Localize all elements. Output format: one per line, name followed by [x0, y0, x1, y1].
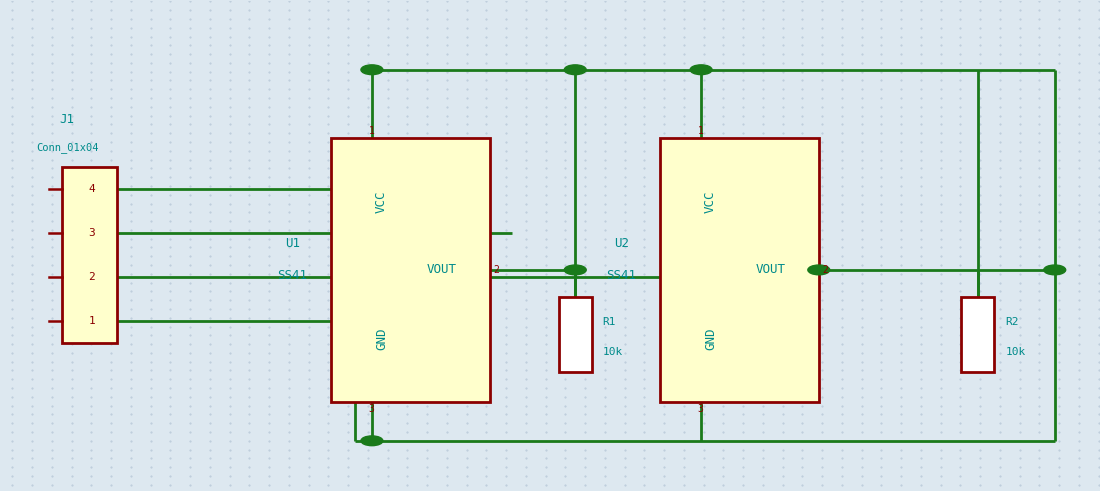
Text: VCC: VCC	[704, 190, 717, 213]
Text: 1: 1	[697, 126, 704, 136]
Text: 2: 2	[88, 272, 96, 282]
Circle shape	[361, 436, 383, 446]
Text: Conn_01x04: Conn_01x04	[36, 142, 99, 153]
Text: U2: U2	[614, 237, 629, 250]
FancyBboxPatch shape	[62, 167, 117, 343]
Text: 3: 3	[88, 228, 96, 238]
Text: VOUT: VOUT	[427, 263, 456, 276]
Circle shape	[564, 265, 586, 275]
Circle shape	[564, 65, 586, 75]
Bar	[961, 297, 994, 373]
Text: J1: J1	[59, 113, 75, 126]
Text: 1: 1	[88, 316, 96, 326]
Text: 10k: 10k	[603, 347, 623, 356]
Text: 4: 4	[88, 184, 96, 194]
Text: 2: 2	[822, 265, 828, 275]
Text: 3: 3	[697, 404, 704, 414]
Text: GND: GND	[375, 327, 388, 350]
Text: R1: R1	[603, 317, 616, 327]
Text: R2: R2	[1005, 317, 1019, 327]
Circle shape	[807, 265, 829, 275]
Text: SS41: SS41	[277, 269, 307, 282]
Text: 1: 1	[368, 126, 374, 136]
Text: VOUT: VOUT	[756, 263, 786, 276]
Text: 2: 2	[493, 265, 498, 275]
Text: SS41: SS41	[606, 269, 636, 282]
Text: 3: 3	[368, 404, 374, 414]
FancyBboxPatch shape	[660, 138, 818, 402]
FancyBboxPatch shape	[331, 138, 490, 402]
Circle shape	[1044, 265, 1066, 275]
Circle shape	[361, 65, 383, 75]
Text: U1: U1	[285, 237, 299, 250]
Circle shape	[690, 65, 712, 75]
Text: GND: GND	[704, 327, 717, 350]
Text: VCC: VCC	[375, 190, 388, 213]
Text: 10k: 10k	[1005, 347, 1025, 356]
Bar	[559, 297, 592, 373]
